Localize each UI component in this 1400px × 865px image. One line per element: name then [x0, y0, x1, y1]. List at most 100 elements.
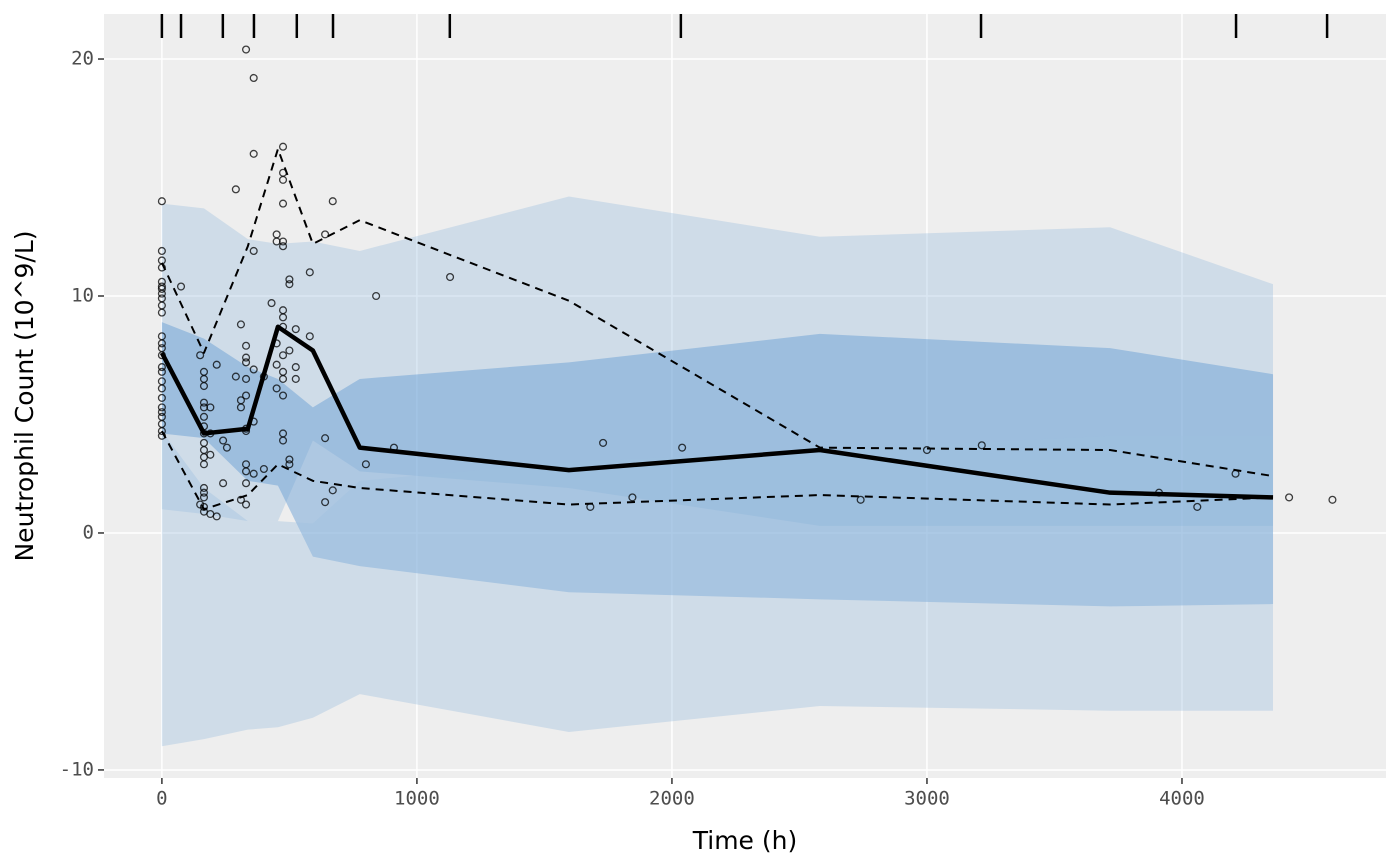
observed-point [305, 332, 314, 341]
observed-point [206, 450, 215, 459]
prediction-band [161, 196, 1274, 526]
observed-point [278, 391, 288, 400]
observed-point [285, 346, 294, 355]
x-tick-label: 3000 [904, 788, 950, 810]
observed-point [241, 467, 251, 476]
y-tick-label: -10 [60, 758, 94, 780]
observed-point [196, 351, 205, 360]
observed-point [206, 403, 215, 412]
observed-point [678, 443, 687, 452]
observed-point [231, 185, 240, 194]
observed-point [249, 149, 258, 158]
x-tick-label: 4000 [1159, 788, 1205, 810]
percentile-line [160, 148, 1274, 478]
observed-point [291, 363, 300, 372]
observed-point [278, 351, 288, 360]
x-tick-label: 1000 [394, 788, 440, 810]
observed-point [977, 441, 986, 450]
observed-point [446, 272, 455, 282]
y-tick-label: 10 [71, 284, 94, 306]
observed-point [1328, 495, 1337, 504]
observed-point [328, 197, 337, 206]
observed-point [321, 434, 330, 443]
observed-point [856, 495, 865, 504]
observed-point [219, 479, 228, 488]
observed-point [157, 363, 166, 372]
observed-point [278, 242, 288, 251]
observed-point [321, 498, 330, 507]
observed-point [231, 372, 240, 381]
observed-point [236, 320, 245, 329]
observed-point [157, 246, 166, 256]
observed-point [305, 268, 314, 277]
observed-point [328, 486, 337, 495]
observed-point [222, 443, 231, 452]
observed-point [372, 291, 381, 301]
x-tick-label: 2000 [649, 788, 695, 810]
observed-point [1285, 493, 1294, 502]
observed-point [278, 374, 288, 383]
observed-point [628, 493, 637, 502]
observed-point [199, 493, 209, 502]
observed-point [157, 403, 166, 412]
y-tick-label: 0 [83, 521, 94, 543]
observed-point [259, 464, 268, 474]
observed-point [278, 313, 288, 322]
observed-point [157, 427, 166, 436]
observed-point [157, 384, 166, 393]
observed-point [278, 237, 288, 246]
observed-point [922, 445, 932, 455]
observed-point [321, 230, 330, 239]
observed-point [157, 308, 166, 317]
y-tick-label: 20 [71, 48, 94, 70]
percentile-line [161, 430, 1274, 511]
observed-point [241, 353, 251, 362]
observed-point [278, 199, 288, 208]
median-line [159, 324, 1274, 500]
observed-point [241, 374, 251, 383]
x-tick-label: 0 [156, 788, 167, 810]
observed-point [241, 358, 251, 367]
observed-point [199, 483, 209, 492]
observed-point [236, 403, 245, 412]
observed-point [176, 282, 186, 291]
observed-point [241, 341, 251, 350]
observed-point [1193, 502, 1202, 511]
observed-point [599, 438, 608, 447]
observed-point [285, 455, 294, 464]
observed-point [278, 175, 288, 184]
observed-point [157, 408, 166, 417]
observed-point [157, 367, 166, 376]
observed-point [241, 479, 251, 488]
panel-background [104, 14, 1386, 778]
observed-point [241, 391, 251, 400]
prediction-band [161, 322, 1274, 607]
observed-point [249, 469, 258, 478]
observed-point [361, 460, 370, 469]
observed-point [291, 374, 300, 383]
observed-point [157, 393, 166, 402]
observed-point [219, 436, 228, 445]
observed-point [212, 360, 221, 369]
observed-point [291, 325, 300, 334]
observed-point [157, 284, 166, 293]
prediction-band [161, 431, 1274, 747]
y-axis-title: Neutrophil Count (10^9/L) [10, 230, 39, 561]
observed-point [199, 398, 209, 407]
observed-point [199, 460, 209, 469]
observed-point [272, 360, 281, 369]
observed-point [199, 381, 209, 391]
observed-point [278, 142, 288, 151]
observed-point [278, 436, 288, 445]
observed-point [241, 500, 251, 509]
observed-point [212, 512, 221, 521]
observed-point [199, 488, 209, 497]
observed-point [267, 299, 276, 308]
observed-point [157, 339, 166, 348]
observed-point [157, 289, 166, 298]
x-axis-title: Time (h) [692, 826, 797, 855]
observed-point [199, 502, 209, 511]
observed-point [285, 275, 294, 284]
observed-point [249, 246, 258, 256]
